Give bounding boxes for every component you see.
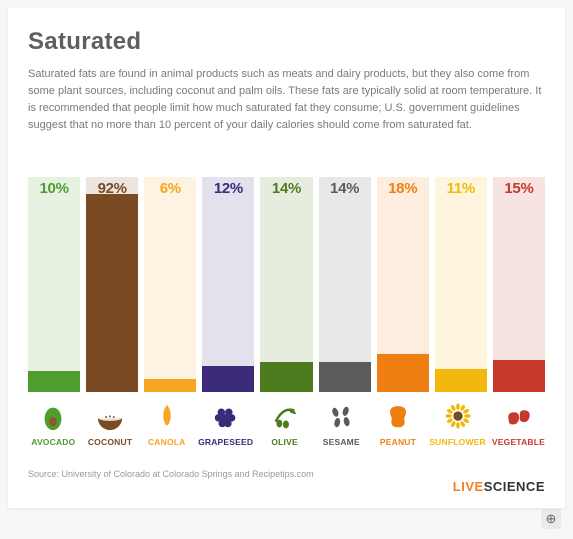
section-description: Saturated fats are found in animal produ… bbox=[28, 66, 545, 134]
oil-name-label: GRAPESEED bbox=[198, 437, 253, 447]
section-title: Saturated bbox=[28, 28, 545, 56]
saturated-fat-bar-chart: 10% 92% 6% 12% 14% 14% 18% 11% 15% bbox=[28, 152, 545, 392]
bar-value-label: 18% bbox=[377, 180, 429, 197]
bar-fill bbox=[28, 371, 80, 393]
bar-track: 11% bbox=[435, 177, 487, 392]
bar-value-label: 92% bbox=[86, 180, 138, 197]
brand-part2: SCIENCE bbox=[484, 479, 545, 494]
oil-item: PEANUT bbox=[373, 400, 424, 447]
bar-track: 10% bbox=[28, 177, 80, 392]
oil-name-label: VEGETABLE bbox=[492, 437, 545, 447]
oil-name-label: AVOCADO bbox=[31, 437, 75, 447]
bar-track: 15% bbox=[493, 177, 545, 392]
canola-icon bbox=[151, 400, 183, 432]
bar-fill bbox=[493, 360, 545, 392]
bar-value-label: 15% bbox=[493, 180, 545, 197]
oil-name-label: SESAME bbox=[323, 437, 360, 447]
brand-part1: LIVE bbox=[453, 479, 484, 494]
oil-item: CANOLA bbox=[141, 400, 192, 447]
oil-item: SUNFLOWER bbox=[429, 400, 486, 447]
bar-track: 12% bbox=[202, 177, 254, 392]
bar-column: 10% bbox=[28, 177, 80, 392]
bar-value-label: 10% bbox=[28, 180, 80, 197]
oil-icon-row: AVOCADO COCONUT CANOLA GRAPESEED OLIVE SESA… bbox=[28, 400, 545, 447]
bar-column: 14% bbox=[319, 177, 371, 392]
oil-item: AVOCADO bbox=[28, 400, 79, 447]
olive-icon bbox=[269, 400, 301, 432]
oil-item: GRAPESEED bbox=[198, 400, 253, 447]
coconut-icon bbox=[94, 400, 126, 432]
brand-logo: LIVESCIENCE bbox=[453, 479, 545, 494]
sesame-icon bbox=[325, 400, 357, 432]
bar-column: 11% bbox=[435, 177, 487, 392]
bar-fill bbox=[377, 354, 429, 393]
zoom-icon: ⊕ bbox=[546, 511, 557, 527]
bar-track: 18% bbox=[377, 177, 429, 392]
bar-value-label: 6% bbox=[144, 180, 196, 197]
infographic-card: Saturated Saturated fats are found in an… bbox=[8, 8, 565, 508]
avocado-icon bbox=[37, 400, 69, 432]
oil-item: VEGETABLE bbox=[492, 400, 545, 447]
bar-track: 6% bbox=[144, 177, 196, 392]
bar-track: 14% bbox=[260, 177, 312, 392]
bar-column: 92% bbox=[86, 177, 138, 392]
oil-name-label: CANOLA bbox=[148, 437, 186, 447]
oil-name-label: OLIVE bbox=[271, 437, 298, 447]
bar-column: 18% bbox=[377, 177, 429, 392]
bar-fill bbox=[202, 366, 254, 392]
oil-item: SESAME bbox=[316, 400, 367, 447]
bar-column: 15% bbox=[493, 177, 545, 392]
bar-track: 14% bbox=[319, 177, 371, 392]
vegetable-icon bbox=[502, 400, 534, 432]
bar-value-label: 12% bbox=[202, 180, 254, 197]
bar-fill bbox=[435, 369, 487, 393]
grapeseed-icon bbox=[210, 400, 242, 432]
bar-fill bbox=[260, 362, 312, 392]
bar-value-label: 11% bbox=[435, 180, 487, 197]
bar-column: 6% bbox=[144, 177, 196, 392]
bar-column: 14% bbox=[260, 177, 312, 392]
bar-fill bbox=[319, 362, 371, 392]
sunflower-icon bbox=[442, 400, 474, 432]
peanut-icon bbox=[382, 400, 414, 432]
oil-item: OLIVE bbox=[259, 400, 310, 447]
zoom-button[interactable]: ⊕ bbox=[541, 509, 561, 529]
bar-fill bbox=[86, 194, 138, 392]
oil-item: COCONUT bbox=[85, 400, 136, 447]
bar-fill bbox=[144, 379, 196, 392]
bar-track: 92% bbox=[86, 177, 138, 392]
bar-value-label: 14% bbox=[260, 180, 312, 197]
bar-value-label: 14% bbox=[319, 180, 371, 197]
source-attribution: Source: University of Colorado at Colora… bbox=[28, 469, 545, 479]
oil-name-label: COCONUT bbox=[88, 437, 132, 447]
bar-column: 12% bbox=[202, 177, 254, 392]
oil-name-label: SUNFLOWER bbox=[429, 437, 486, 447]
oil-name-label: PEANUT bbox=[380, 437, 416, 447]
